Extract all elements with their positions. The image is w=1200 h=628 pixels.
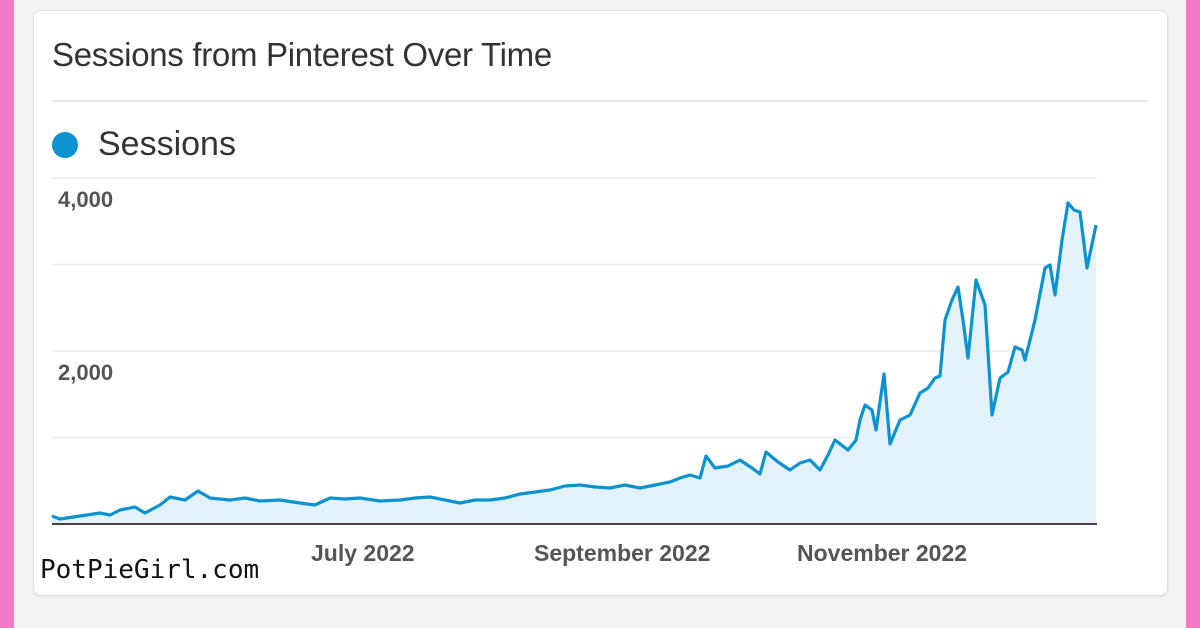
y-tick-4000: 4,000 [58,187,114,212]
x-tick-november-2022: November 2022 [797,540,968,566]
x-tick-july-2022: July 2022 [311,540,415,566]
watermark-text: PotPieGirl.com [40,555,260,585]
title-divider [52,100,1148,102]
y-tick-2000: 2,000 [58,360,114,385]
right-frame-border [1186,0,1200,628]
x-tick-september-2022: September 2022 [534,540,711,566]
chart-legend: Sessions [52,125,236,164]
card-title: Sessions from Pinterest Over Time [52,36,552,73]
sessions-area-fill [52,203,1096,524]
legend-label-sessions: Sessions [98,125,236,163]
left-frame-border [0,0,14,628]
legend-dot-icon [52,131,78,158]
sessions-line [51,201,1098,521]
